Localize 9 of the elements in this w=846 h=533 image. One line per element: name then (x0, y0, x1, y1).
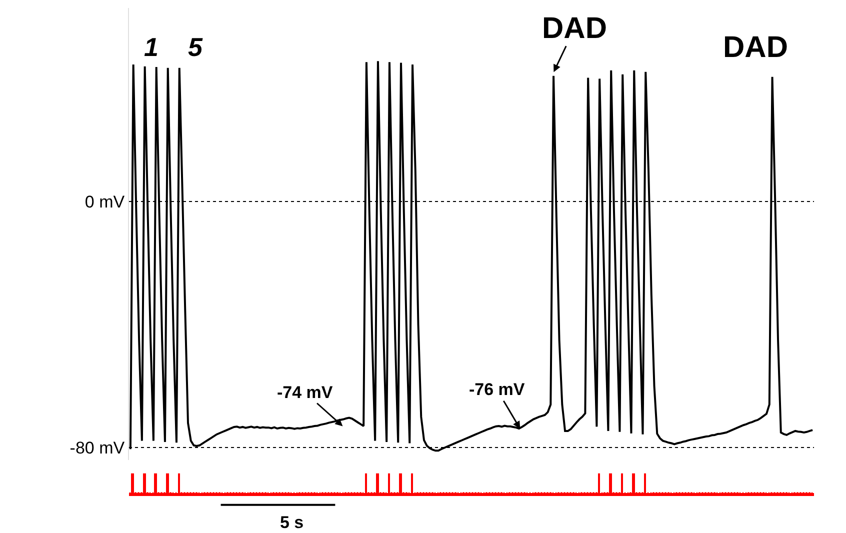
annotation: 1 (144, 32, 158, 62)
text: 5 s (280, 513, 304, 532)
y-tick-label: -80 mV (70, 438, 126, 458)
annotation: -74 mV (277, 383, 334, 402)
y-tick-label: 0 mV (84, 192, 126, 212)
annotation: 5 (188, 32, 203, 62)
annotation: DAD (723, 31, 788, 64)
annotation: -76 mV (469, 380, 526, 399)
annotation: DAD (542, 12, 607, 45)
